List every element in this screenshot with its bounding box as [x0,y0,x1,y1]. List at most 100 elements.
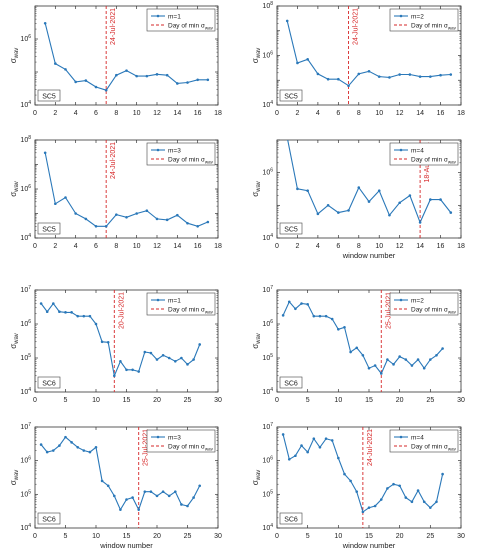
x-tick-label: 0 [275,397,279,404]
x-tick-label: 10 [133,110,141,117]
data-point [135,74,138,78]
legend-marker [156,435,160,439]
station-tag-box [279,376,303,389]
y-tick-label: 106 [262,456,273,465]
data-point [439,73,442,77]
legend-label-series: m=2 [411,14,424,21]
data-point [379,372,383,375]
y-tick-label: 104 [20,100,31,109]
data-point [418,221,422,224]
x-tick-label: 18 [457,110,465,117]
data-point [45,310,49,314]
y-axis-label: σwav [251,48,262,64]
data-point [347,84,350,88]
x-tick-label: 5 [306,397,310,404]
legend-box [146,429,216,453]
data-point [337,327,340,331]
x-tick-label: 15 [365,397,373,404]
data-point [82,449,86,452]
x-tick-label: 14 [416,110,424,117]
x-tick-label: 6 [94,110,98,117]
data-point [39,302,43,305]
data-point [408,194,412,197]
data-point [125,368,128,372]
data-point [306,302,309,306]
y-tick-label: 104 [262,387,273,396]
data-point [186,81,189,84]
data-point [347,209,350,212]
data-point [196,225,199,228]
y-tick-label: 104 [262,523,273,532]
legend-marker [156,14,160,18]
x-tick-label: 8 [114,110,118,117]
data-point [337,77,340,81]
data-point [174,490,177,493]
legend: m=1 Day of min σwav [146,292,216,316]
data-point [88,314,92,318]
data-point [281,433,285,436]
min-day-date-label: 25-Jul-2021 [385,292,392,329]
x-tick-label: 6 [336,110,340,117]
axes-box [276,139,462,239]
x-tick-label: 10 [334,397,342,404]
data-point [64,68,67,71]
station-tag-box [279,222,303,235]
x-tick-label: 10 [334,533,342,540]
data-point [192,496,195,499]
x-tick-label: 25 [184,533,192,540]
data-point [386,487,389,490]
y-tick-label: 106 [20,456,31,465]
data-point [343,325,346,329]
data-point [135,212,138,215]
legend-label-series: m=2 [411,298,424,305]
data-point [300,302,303,305]
x-tick-label: 16 [194,110,202,117]
legend-label-min: Day of min σwav [411,23,457,31]
x-tick-label: 0 [275,533,279,540]
data-point [306,450,309,454]
data-point [306,58,309,61]
y-axis-label: σwav [9,470,20,486]
chart-panel-3: 0 2 4 6 8 10 12 14 16 18 104 106 108 σwav 24-Jul-2021 m… [9,135,222,250]
y-tick-label: 107 [20,285,31,294]
data-point [441,472,444,476]
data-point [186,363,189,366]
data-point [186,221,189,225]
data-point [94,225,98,228]
data-point [125,215,128,219]
legend-label-min: Day of min σwav [411,307,457,315]
data-point [115,213,118,216]
data-point [84,79,88,82]
station-tag: SC6 [42,381,56,388]
y-tick-label: 105 [20,353,31,362]
data-point [198,484,201,488]
data-point [131,368,134,372]
data-point [439,198,442,201]
y-axis-label: σwav [9,181,20,197]
x-tick-label: 2 [53,110,57,117]
x-tick-label: 14 [173,243,181,250]
data-point [94,445,98,449]
x-tick-label: 25 [426,397,434,404]
data-point [422,500,426,504]
y-tick-label: 108 [262,1,273,10]
data-point [167,356,171,360]
data-point [43,151,47,155]
x-tick-label: 18 [457,243,465,250]
data-point [106,340,110,344]
data-point [137,370,140,373]
data-point [287,457,291,461]
x-tick-label: 12 [396,110,404,117]
data-point [100,340,104,344]
x-tick-label: 30 [457,533,465,540]
y-axis-label: σwav [9,333,20,349]
x-tick-label: 16 [437,110,445,117]
data-point [449,211,453,214]
station-tag-box [279,89,303,102]
data-point [343,472,346,476]
data-point [388,213,391,217]
data-point [145,209,149,213]
x-tick-label: 2 [295,243,299,250]
